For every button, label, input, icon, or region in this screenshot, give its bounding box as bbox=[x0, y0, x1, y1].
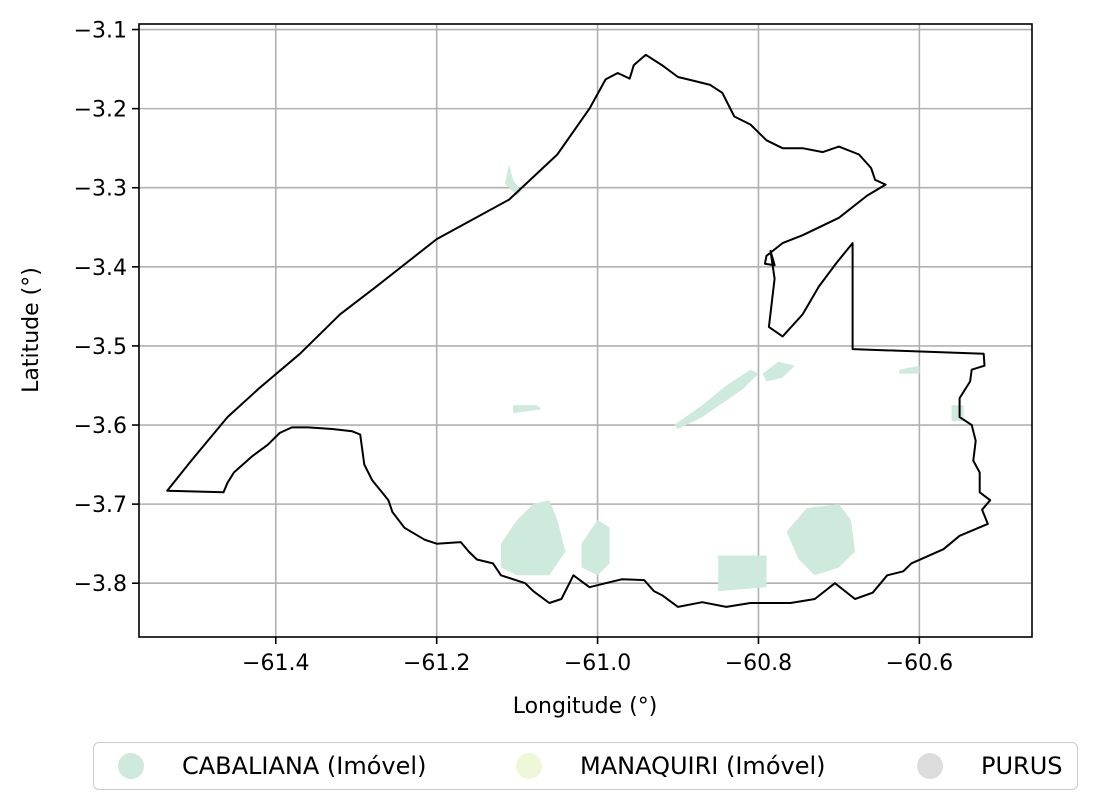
property-parcel bbox=[513, 405, 542, 414]
y-tick-label: −3.6 bbox=[74, 414, 127, 439]
y-tick-label: −3.4 bbox=[74, 256, 127, 281]
property-polygons bbox=[501, 164, 964, 592]
legend-label-purus: PURUS bbox=[981, 752, 1063, 780]
municipality-boundary bbox=[166, 53, 992, 608]
y-tick-label: −3.5 bbox=[74, 335, 127, 360]
property-parcel bbox=[786, 504, 855, 576]
legend-item-purus: PURUS bbox=[917, 743, 1063, 789]
x-tick-label: −61.0 bbox=[564, 651, 631, 676]
legend-marker-purus bbox=[917, 753, 943, 779]
legend-marker-cabaliana bbox=[118, 753, 144, 779]
x-tick-label: −60.8 bbox=[725, 651, 792, 676]
plot-frame bbox=[138, 23, 1033, 638]
legend: CABALIANA (Imóvel) MANAQUIRI (Imóvel) PU… bbox=[93, 742, 1078, 790]
x-axis-label: Longitude (°) bbox=[513, 694, 658, 719]
boundary-outline bbox=[166, 53, 992, 608]
x-tick-label: −61.2 bbox=[403, 651, 470, 676]
legend-marker-manaquiri bbox=[516, 753, 542, 779]
y-axis-label: Latitude (°) bbox=[19, 267, 44, 393]
property-parcel bbox=[674, 369, 759, 429]
property-parcel bbox=[762, 361, 795, 382]
property-parcel bbox=[505, 164, 522, 196]
property-parcel bbox=[501, 500, 566, 576]
legend-label-cabaliana: CABALIANA (Imóvel) bbox=[182, 752, 427, 780]
y-tick-label: −3.2 bbox=[74, 98, 127, 123]
property-parcel bbox=[581, 519, 610, 576]
y-tick-label: −3.1 bbox=[74, 19, 127, 44]
y-tick-label: −3.8 bbox=[74, 572, 127, 597]
legend-label-manaquiri: MANAQUIRI (Imóvel) bbox=[580, 752, 826, 780]
legend-item-cabaliana: CABALIANA (Imóvel) bbox=[118, 743, 426, 789]
y-tick-label: −3.7 bbox=[74, 493, 127, 518]
legend-item-manaquiri: MANAQUIRI (Imóvel) bbox=[516, 743, 826, 789]
x-tick-label: −61.4 bbox=[242, 651, 309, 676]
property-parcel bbox=[899, 365, 920, 374]
x-axis-ticks: −61.4 −61.2 −61.0 −60.8 −60.6 bbox=[242, 637, 953, 676]
y-axis-ticks: −3.1 −3.2 −3.3 −3.4 −3.5 −3.6 −3.7 −3.8 bbox=[74, 19, 139, 597]
x-tick-label: −60.6 bbox=[886, 651, 953, 676]
y-tick-label: −3.3 bbox=[74, 177, 127, 202]
property-parcel bbox=[718, 555, 767, 592]
